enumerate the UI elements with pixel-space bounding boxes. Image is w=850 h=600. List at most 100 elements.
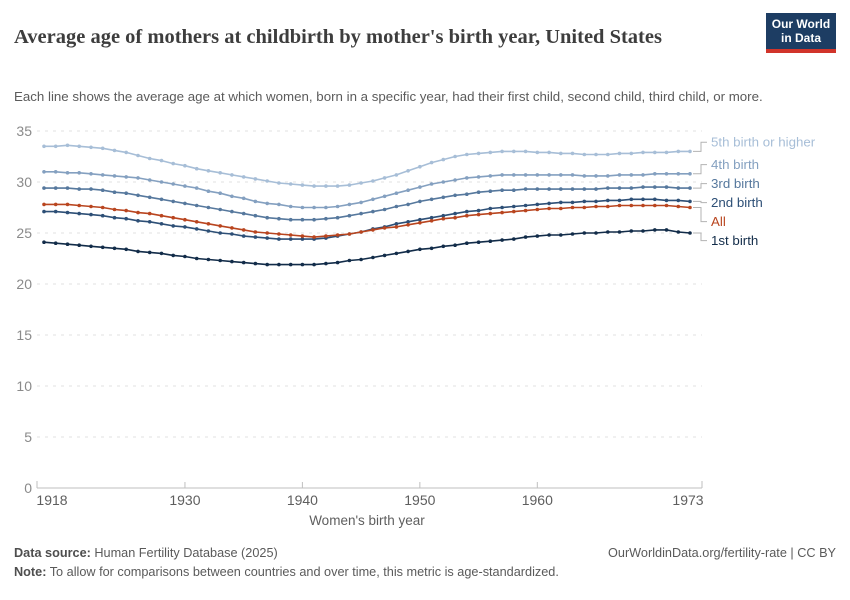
series-point: [629, 173, 634, 177]
series-point: [653, 203, 657, 208]
legend-label-1st-birth[interactable]: 1st birth: [711, 233, 758, 248]
series-point: [265, 262, 270, 267]
series-line-1st-birth[interactable]: [43, 229, 691, 266]
series-line-3rd-birth[interactable]: [44, 186, 690, 221]
series-point: [547, 201, 551, 206]
x-axis-tick-label: 1973: [672, 492, 703, 508]
series-point: [171, 253, 175, 258]
series-point: [147, 195, 152, 200]
series-point: [53, 202, 58, 207]
series-point: [453, 193, 457, 198]
series-point: [335, 204, 340, 209]
series-point: [688, 199, 692, 204]
series-point: [77, 211, 81, 216]
series-point: [570, 200, 575, 205]
owid-logo-line2: in Data: [780, 31, 821, 45]
legend-connector: [693, 183, 707, 189]
series-point: [136, 193, 140, 198]
series-point: [523, 173, 528, 177]
series-point: [112, 246, 117, 251]
series-point: [394, 173, 399, 177]
series-point: [594, 187, 598, 191]
series-point: [523, 149, 528, 154]
legend-label-3rd-birth[interactable]: 3rd birth: [711, 176, 760, 191]
series-point: [347, 183, 352, 187]
series-point: [241, 196, 246, 201]
series-point: [488, 150, 493, 155]
series-point: [183, 225, 187, 229]
series-point: [488, 206, 493, 211]
series-point: [100, 188, 105, 192]
series-point: [77, 144, 81, 149]
series-point: [171, 224, 175, 228]
series-point: [241, 211, 246, 216]
legend-label-all[interactable]: All: [711, 214, 726, 229]
series-point: [124, 216, 128, 221]
series-point: [676, 186, 681, 190]
series-point: [441, 244, 446, 249]
legend-label-5th-birth-or-higher[interactable]: 5th birth or higher: [711, 135, 816, 150]
series-point: [300, 237, 305, 241]
series-point: [206, 257, 211, 262]
note-label: Note:: [14, 565, 47, 579]
series-point: [194, 203, 199, 208]
series-point: [194, 186, 199, 190]
y-axis-tick-label: 35: [16, 123, 32, 139]
series-point: [465, 213, 469, 218]
page-title: Average age of mothers at childbirth by …: [14, 25, 662, 48]
legend-label-4th-birth[interactable]: 4th birth: [711, 157, 759, 172]
series-point: [629, 151, 634, 156]
series-point: [617, 151, 622, 156]
legend-connector: [693, 200, 707, 204]
series-point: [629, 229, 634, 233]
series-point: [42, 240, 46, 244]
series-point: [288, 237, 293, 241]
series-point: [124, 247, 128, 252]
series-point: [241, 234, 246, 238]
series-point: [218, 224, 222, 228]
series-point: [218, 258, 222, 263]
owid-logo-line1: Our World: [771, 16, 831, 31]
series-point: [500, 238, 504, 242]
series-point: [171, 161, 175, 166]
series-point: [418, 185, 422, 189]
owid-logo[interactable]: Our World in Data: [766, 13, 836, 53]
series-point: [42, 170, 46, 174]
series-point: [570, 232, 575, 236]
series-point: [688, 186, 692, 190]
series-line-all[interactable]: [44, 203, 691, 238]
license-link[interactable]: OurWorldinData.org/fertility-rate | CC B…: [608, 546, 836, 560]
series-point: [429, 215, 434, 220]
series-point: [194, 256, 199, 261]
series-point: [394, 225, 399, 229]
series-point: [664, 172, 669, 176]
series-point: [476, 175, 481, 179]
series-point: [112, 174, 117, 178]
series-point: [89, 145, 93, 150]
series-point: [194, 166, 199, 171]
series-point: [359, 230, 363, 234]
legend-label-2nd-birth[interactable]: 2nd birth: [711, 195, 763, 210]
series-point: [453, 243, 457, 247]
series-point: [465, 192, 469, 196]
x-axis-tick-label: 1960: [522, 492, 553, 508]
series-point: [688, 205, 692, 210]
series-point: [265, 231, 270, 235]
series-point: [112, 215, 117, 220]
series-point: [582, 152, 587, 157]
series-point: [171, 199, 175, 204]
series-point: [653, 228, 657, 232]
series-point: [253, 235, 258, 239]
legend-connector: [693, 207, 707, 223]
series-point: [594, 199, 598, 204]
series-point: [476, 212, 481, 217]
series-point: [218, 171, 222, 175]
series-line-5th-birth-or-higher[interactable]: [44, 144, 690, 187]
series-point: [300, 262, 305, 267]
series-point: [277, 216, 281, 221]
series-point: [136, 153, 140, 158]
y-axis-tick-label: 30: [16, 174, 32, 190]
series-line-4th-birth[interactable]: [44, 171, 690, 209]
series-point: [100, 146, 105, 151]
